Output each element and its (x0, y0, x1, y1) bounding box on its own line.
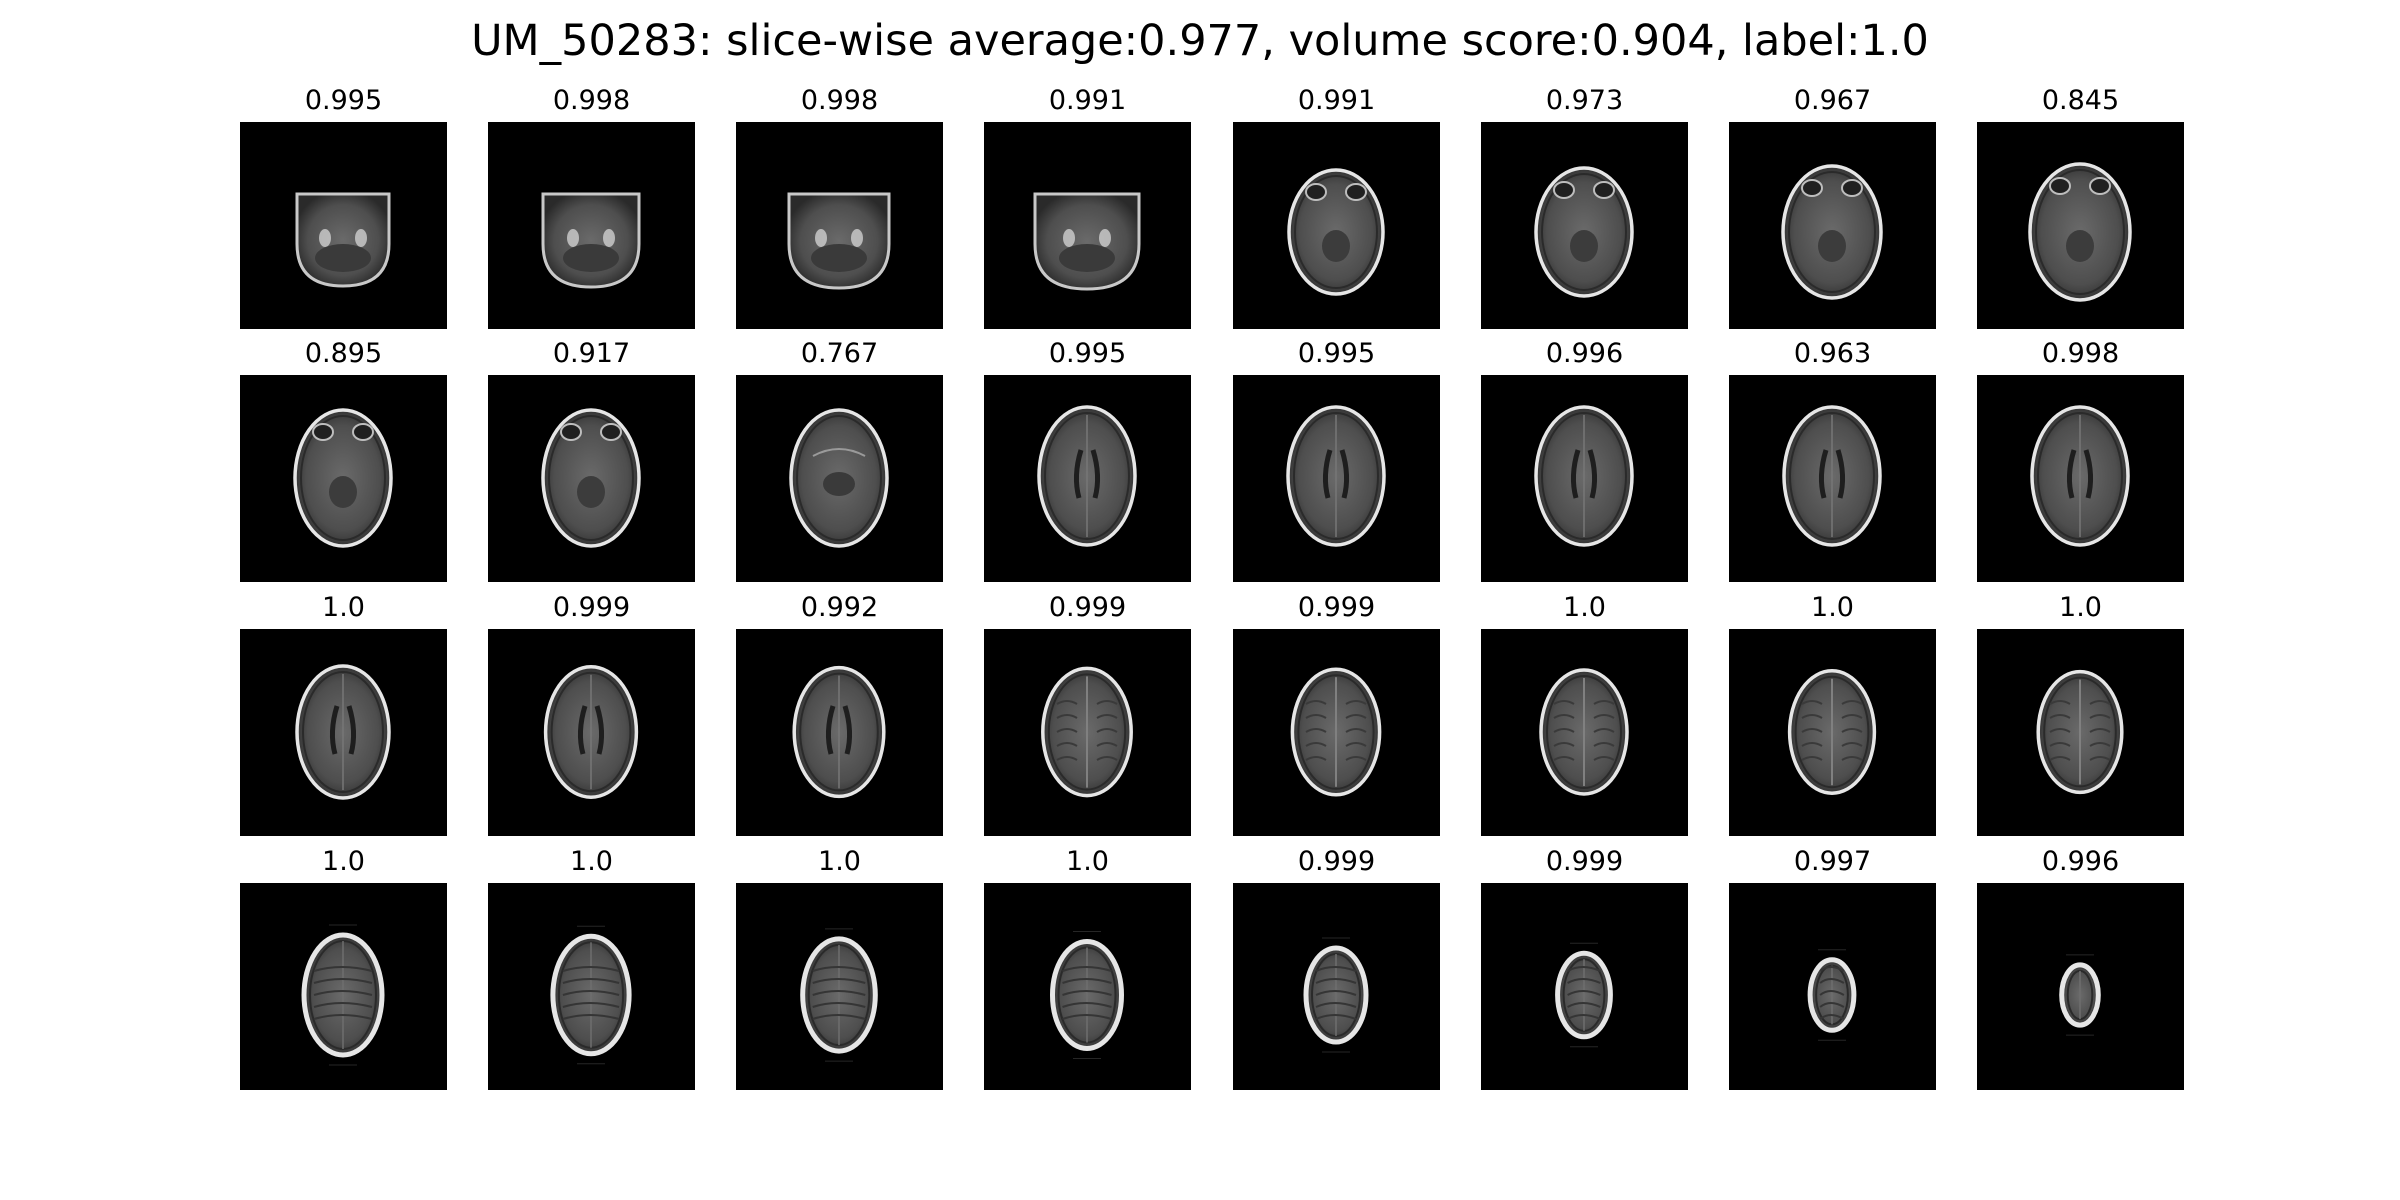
axial-mri-slice-orbits (1233, 122, 1440, 329)
mri-slice-svg (240, 122, 447, 329)
slice-score: 1.0 (1811, 592, 1854, 623)
mri-slice-svg (736, 122, 943, 329)
slice-score: 0.995 (304, 85, 383, 116)
slice-score: 0.967 (1793, 85, 1872, 116)
mri-slice-svg (1481, 629, 1688, 836)
mri-slice-svg (488, 629, 695, 836)
slice-score: 0.995 (1048, 338, 1127, 369)
axial-mri-slice-vertex (1977, 883, 2184, 1090)
axial-mri-slice-upper-cerebrum (1729, 629, 1936, 836)
axial-mri-slice-vertex (984, 883, 1191, 1090)
mri-slice-svg (1729, 122, 1936, 329)
mri-slice-svg (736, 883, 943, 1090)
mri-slice-svg (984, 883, 1191, 1090)
mri-slice-svg (1481, 375, 1688, 582)
slice-score: 1.0 (322, 592, 365, 623)
axial-mri-slice-ventricles (240, 629, 447, 836)
axial-mri-slice-vertex (1729, 883, 1936, 1090)
axial-mri-slice-vertex (240, 883, 447, 1090)
mri-slice-svg (1977, 122, 2184, 329)
axial-mri-slice-skull-base (736, 122, 943, 329)
axial-mri-slice-orbits (1977, 122, 2184, 329)
axial-mri-slice-vertex (736, 883, 943, 1090)
axial-mri-slice-ventricles (1977, 375, 2184, 582)
axial-mri-slice-vertex (1481, 883, 1688, 1090)
mri-slice-svg (736, 375, 943, 582)
slice-score: 0.845 (2041, 85, 2120, 116)
mri-slice-svg (240, 883, 447, 1090)
axial-mri-slice-upper-cerebrum (1481, 629, 1688, 836)
mri-slice-svg (1729, 883, 1936, 1090)
slice-score: 0.917 (552, 338, 631, 369)
slice-score: 0.995 (1297, 338, 1376, 369)
axial-mri-slice-upper-cerebrum (984, 629, 1191, 836)
axial-mri-slice-skull-base (984, 122, 1191, 329)
axial-mri-slice-ventricles (488, 629, 695, 836)
axial-mri-slice-upper-cerebrum (1233, 629, 1440, 836)
slice-score: 0.996 (2041, 846, 2120, 877)
slice-score: 0.767 (800, 338, 879, 369)
mri-slice-svg (240, 629, 447, 836)
axial-mri-slice-skull-base (240, 122, 447, 329)
slice-score: 0.999 (1297, 846, 1376, 877)
mri-slice-svg (1729, 375, 1936, 582)
mri-slice-svg (488, 122, 695, 329)
mri-slice-svg (1977, 375, 2184, 582)
mri-slice-svg (1233, 122, 1440, 329)
mri-slice-svg (1977, 629, 2184, 836)
slice-score: 0.963 (1793, 338, 1872, 369)
mri-slice-svg (1729, 629, 1936, 836)
mri-slice-svg (1233, 375, 1440, 582)
mri-slice-svg (1233, 629, 1440, 836)
slice-score: 0.999 (1297, 592, 1376, 623)
slice-score: 0.992 (800, 592, 879, 623)
slice-score: 0.998 (552, 85, 631, 116)
slice-score: 0.895 (304, 338, 383, 369)
mri-slice-svg (488, 883, 695, 1090)
slice-score: 0.998 (2041, 338, 2120, 369)
slice-grid: 0.995 0.998 0.998 0.991 0.991 0.973 0.967 0.845… (240, 82, 2184, 1092)
axial-mri-slice-orbits (488, 375, 695, 582)
slice-score: 0.998 (800, 85, 879, 116)
slice-score: 0.991 (1297, 85, 1376, 116)
mri-slice-svg (1977, 883, 2184, 1090)
axial-mri-slice-vertex (1233, 883, 1440, 1090)
mri-slice-svg (984, 122, 1191, 329)
axial-mri-slice-skull-base (488, 122, 695, 329)
slice-score: 1.0 (1066, 846, 1109, 877)
slice-score: 1.0 (570, 846, 613, 877)
axial-mri-slice-midbrain (736, 375, 943, 582)
slice-score: 0.999 (1048, 592, 1127, 623)
slice-score: 1.0 (818, 846, 861, 877)
axial-mri-slice-ventricles (1729, 375, 1936, 582)
slice-score: 0.973 (1545, 85, 1624, 116)
slice-score: 0.999 (1545, 846, 1624, 877)
mri-slice-svg (240, 375, 447, 582)
mri-slice-svg (488, 375, 695, 582)
axial-mri-slice-vertex (488, 883, 695, 1090)
slice-score: 0.999 (552, 592, 631, 623)
slice-score: 0.991 (1048, 85, 1127, 116)
axial-mri-slice-orbits (240, 375, 447, 582)
mri-slice-svg (1233, 883, 1440, 1090)
slice-score: 0.997 (1793, 846, 1872, 877)
slice-score: 1.0 (1563, 592, 1606, 623)
mri-slice-svg (984, 375, 1191, 582)
slice-score: 0.996 (1545, 338, 1624, 369)
mri-slice-svg (1481, 883, 1688, 1090)
axial-mri-slice-ventricles (1481, 375, 1688, 582)
axial-mri-slice-ventricles (1233, 375, 1440, 582)
mri-slice-svg (984, 629, 1191, 836)
axial-mri-slice-ventricles (984, 375, 1191, 582)
axial-mri-slice-orbits (1729, 122, 1936, 329)
figure-title: UM_50283: slice-wise average:0.977, volu… (471, 16, 1929, 66)
axial-mri-slice-upper-cerebrum (1977, 629, 2184, 836)
axial-mri-slice-ventricles (736, 629, 943, 836)
mri-slice-svg (736, 629, 943, 836)
slice-score: 1.0 (2059, 592, 2102, 623)
axial-mri-slice-orbits (1481, 122, 1688, 329)
mri-slice-svg (1481, 122, 1688, 329)
slice-score: 1.0 (322, 846, 365, 877)
